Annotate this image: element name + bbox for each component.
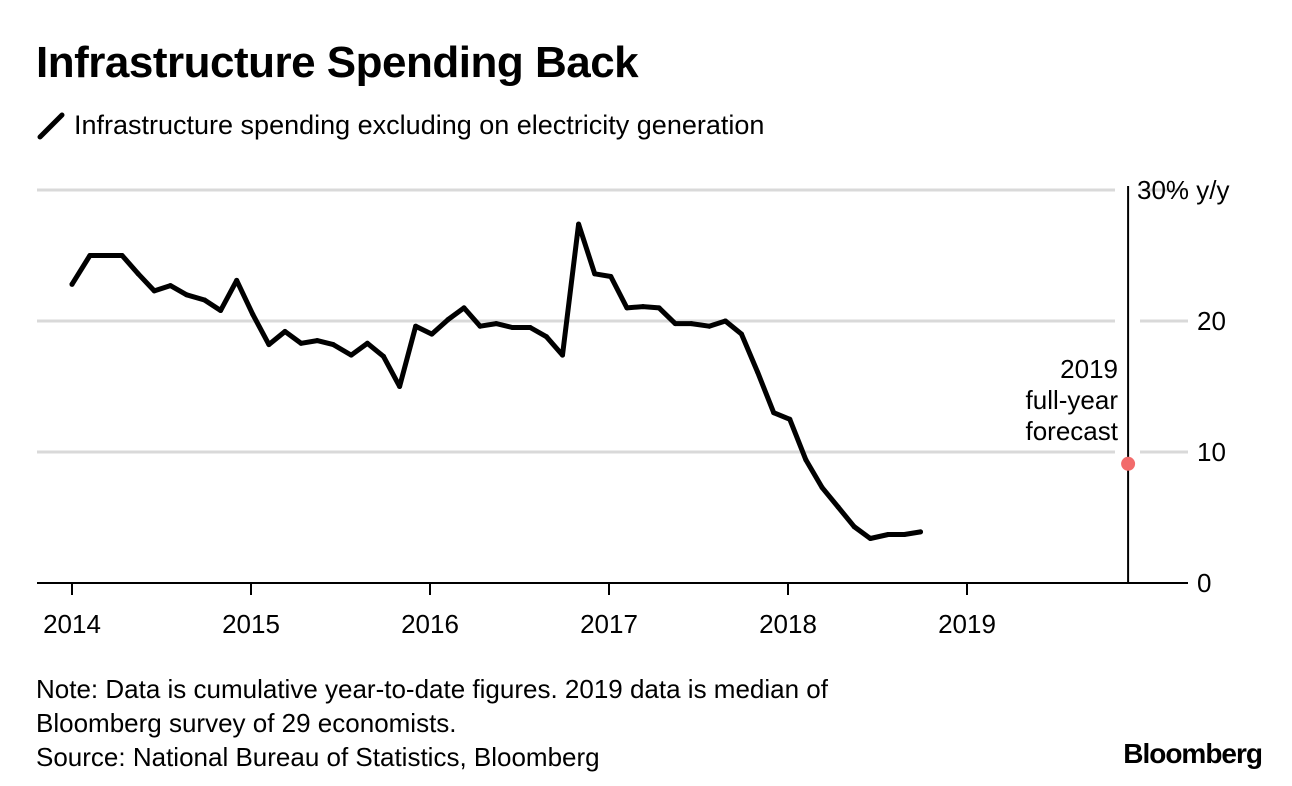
data-point [592, 271, 598, 277]
data-point [119, 253, 125, 258]
forecast-label: full-year [1026, 385, 1119, 415]
data-point [803, 457, 809, 463]
data-point [218, 308, 224, 313]
forecast-label: forecast [1026, 416, 1119, 446]
data-point [608, 274, 614, 279]
y-tick-label: 0 [1197, 568, 1211, 598]
data-point [69, 281, 75, 287]
footer-note: Note: Data is cumulative year-to-date fi… [36, 672, 828, 774]
data-point [722, 318, 728, 324]
data-point [543, 334, 549, 340]
x-tick-label: 2014 [43, 609, 101, 639]
x-tick-label: 2015 [222, 609, 280, 639]
series-line [69, 221, 923, 541]
data-point [901, 532, 907, 537]
data-point [819, 484, 825, 490]
note-line-1: Note: Data is cumulative year-to-date fi… [36, 674, 828, 704]
data-point [624, 305, 630, 311]
data-point [348, 352, 354, 358]
x-tick-label: 2016 [401, 609, 459, 639]
line-icon [37, 112, 65, 139]
data-point [381, 353, 386, 359]
data-point [851, 524, 857, 530]
data-point [330, 342, 336, 348]
data-point [250, 311, 256, 317]
data-point [298, 340, 304, 346]
data-point [429, 331, 435, 337]
data-point [771, 410, 777, 416]
data-point [560, 352, 565, 358]
data-point [364, 340, 370, 346]
data-point [739, 331, 744, 337]
data-point [918, 529, 923, 535]
source-line: Source: National Bureau of Statistics, B… [36, 742, 600, 772]
axes: 0 10 20 30% y/y 2014 2015 2016 2017 2018 2019 [37, 175, 1230, 639]
data-point [314, 338, 320, 344]
bloomberg-logo: Bloomberg [1123, 738, 1263, 769]
data-point [184, 292, 190, 298]
data-point [493, 321, 499, 327]
forecast-label: 2019 [1060, 354, 1118, 384]
data-point [640, 304, 646, 310]
data-point [867, 536, 873, 541]
note-line-2: Bloomberg survey of 29 economists. [36, 708, 457, 738]
chart-title: Infrastructure Spending Back [36, 38, 639, 87]
x-tick-label: 2018 [759, 609, 817, 639]
data-point [576, 221, 582, 227]
data-point [509, 325, 515, 330]
data-point [527, 325, 533, 330]
y-tick-label: 10 [1197, 437, 1226, 467]
data-point [672, 321, 678, 327]
data-point [413, 323, 419, 329]
gridlines [37, 188, 1188, 454]
x-tick-label: 2017 [580, 609, 638, 639]
data-point [135, 271, 141, 277]
legend-label: Infrastructure spending excluding on ele… [74, 110, 765, 140]
data-point [87, 253, 93, 258]
data-point [477, 323, 483, 329]
data-point [234, 277, 240, 283]
data-point [885, 532, 891, 537]
data-point [755, 369, 761, 375]
data-point [835, 504, 841, 510]
data-point [151, 288, 157, 294]
data-point [397, 384, 403, 389]
data-point [202, 297, 207, 303]
data-point [656, 305, 662, 311]
forecast-point [1121, 456, 1136, 471]
data-point [461, 305, 467, 311]
legend: Infrastructure spending excluding on ele… [36, 110, 764, 141]
data-point [266, 342, 272, 348]
data-point [282, 329, 288, 334]
data-point [167, 283, 173, 289]
x-tick-label: 2019 [938, 609, 996, 639]
y-tick-label: 30% y/y [1137, 175, 1230, 205]
data-point [787, 416, 793, 422]
series-layer [69, 221, 923, 541]
data-point [445, 317, 451, 323]
data-point [688, 321, 694, 327]
y-tick-label: 20 [1197, 306, 1226, 336]
data-point [706, 323, 712, 329]
